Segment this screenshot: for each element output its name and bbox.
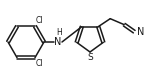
Text: Cl: Cl [36,16,44,25]
Text: S: S [87,53,93,62]
Text: H: H [56,28,62,37]
Text: Cl: Cl [36,59,44,68]
Text: N: N [137,27,145,37]
Text: N: N [54,37,62,47]
